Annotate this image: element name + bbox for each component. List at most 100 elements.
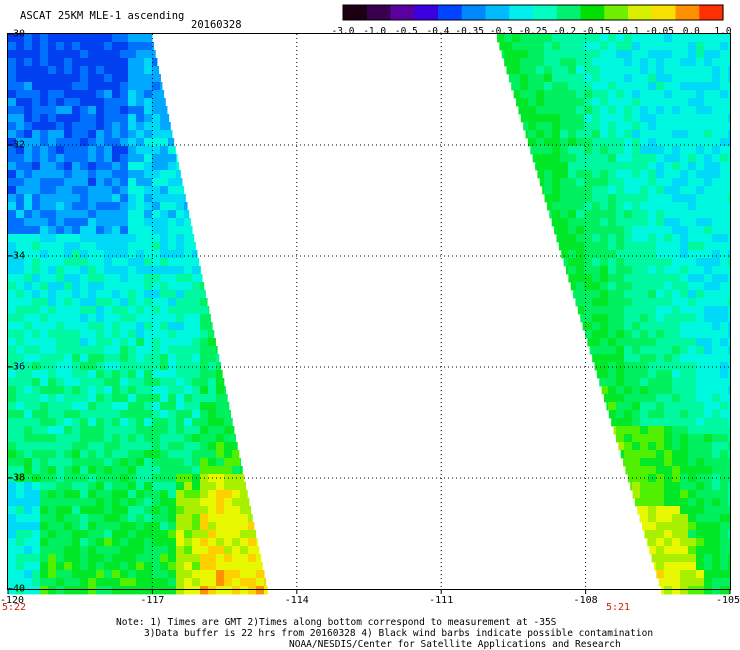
swath-cell-right xyxy=(640,394,649,403)
swath-cell-left xyxy=(48,82,57,91)
swath-cell-left xyxy=(200,530,209,539)
swath-cell-left xyxy=(152,522,161,531)
swath-cell-left xyxy=(136,234,145,243)
swath-cell-left xyxy=(8,314,17,323)
swath-cell-right xyxy=(616,354,625,363)
swath-cell-right xyxy=(552,66,561,75)
swath-cell-left xyxy=(200,498,209,507)
swath-cell-right xyxy=(656,466,665,475)
swath-cell-right xyxy=(608,306,617,315)
swath-cell-left xyxy=(24,266,33,275)
swath-cell-right xyxy=(720,226,729,235)
swath-cell-right xyxy=(600,282,609,291)
swath-cell-left xyxy=(88,466,97,475)
swath-cell-left xyxy=(152,442,161,451)
swath-cell-right xyxy=(497,34,505,43)
swath-cell-left xyxy=(232,514,241,523)
swath-cell-right xyxy=(664,82,673,91)
swath-cell-left xyxy=(88,58,97,67)
swath-cell-right xyxy=(528,82,537,91)
swath-cell-right xyxy=(616,410,625,419)
swath-cell-right xyxy=(680,202,689,211)
swath-cell-right xyxy=(704,538,713,547)
swath-cell-right xyxy=(592,242,601,251)
swath-cell-left xyxy=(248,498,250,507)
swath-cell-right xyxy=(728,146,731,155)
swath-cell-right xyxy=(552,114,561,123)
swath-cell-left xyxy=(176,402,185,411)
swath-cell-left xyxy=(128,106,137,115)
swath-cell-left xyxy=(80,290,89,299)
swath-cell-left xyxy=(192,578,201,587)
swath-cell-right xyxy=(640,322,649,331)
swath-cell-left xyxy=(24,194,33,203)
swath-cell-right xyxy=(640,482,649,491)
swath-cell-left xyxy=(120,42,129,51)
swath-cell-left xyxy=(120,130,129,139)
swath-cell-right xyxy=(696,34,705,43)
swath-cell-right xyxy=(544,34,553,43)
swath-cell-left xyxy=(160,466,169,475)
swath-cell-left xyxy=(184,466,193,475)
swath-cell-right xyxy=(616,162,625,171)
swath-cell-left xyxy=(16,386,25,395)
swath-cell-left xyxy=(56,138,65,147)
swath-cell-right xyxy=(656,338,665,347)
swath-cell-right xyxy=(704,226,713,235)
swath-cell-left xyxy=(56,546,65,555)
swath-cell-left xyxy=(80,586,89,595)
swath-cell-right xyxy=(600,178,609,187)
swath-cell-left xyxy=(104,186,113,195)
swath-cell-right xyxy=(568,50,577,59)
swath-cell-right xyxy=(720,274,729,283)
swath-cell-left xyxy=(144,522,153,531)
swath-cell-right xyxy=(712,482,721,491)
swath-cell-left xyxy=(88,82,97,91)
swath-cell-right xyxy=(712,282,721,291)
swath-cell-right xyxy=(648,66,657,75)
swath-cell-left xyxy=(208,554,217,563)
swath-cell-right xyxy=(592,186,601,195)
swath-cell-left xyxy=(104,426,113,435)
swath-cell-left xyxy=(112,418,121,427)
swath-cell-left xyxy=(112,490,121,499)
swath-cell-left xyxy=(48,466,57,475)
swath-cell-right xyxy=(696,498,705,507)
swath-cell-left xyxy=(96,490,105,499)
swath-cell-right xyxy=(632,138,641,147)
swath-cell-right xyxy=(720,362,729,371)
swath-cell-left xyxy=(120,298,129,307)
swath-cell-left xyxy=(32,106,41,115)
swath-cell-left xyxy=(8,442,17,451)
swath-cell-right xyxy=(704,322,713,331)
swath-cell-left xyxy=(152,546,161,555)
swath-cell-left xyxy=(136,514,145,523)
swath-cell-left xyxy=(40,458,49,467)
swath-cell-left xyxy=(16,266,25,275)
swath-cell-left xyxy=(88,586,97,595)
swath-cell-left xyxy=(24,298,33,307)
swath-cell-right xyxy=(688,290,697,299)
swath-cell-left xyxy=(184,394,193,403)
swath-cell-right xyxy=(616,242,625,251)
swath-cell-left xyxy=(120,250,129,259)
swath-cell-left xyxy=(64,74,73,83)
swath-cell-right xyxy=(648,170,657,179)
swath-cell-left xyxy=(40,58,49,67)
swath-cell-right xyxy=(672,506,681,515)
swath-cell-left xyxy=(24,162,33,171)
swath-cell-left xyxy=(104,50,113,59)
swath-cell-left xyxy=(32,298,41,307)
swath-cell-left xyxy=(208,378,217,387)
swath-cell-right xyxy=(608,154,617,163)
swath-cell-left xyxy=(216,546,225,555)
swath-cell-right xyxy=(513,90,521,99)
swath-cell-right xyxy=(624,202,633,211)
swath-cell-left xyxy=(160,98,166,107)
swath-cell-left xyxy=(152,258,161,267)
swath-cell-right xyxy=(648,538,657,547)
swath-cell-left xyxy=(128,42,137,51)
swath-cell-right xyxy=(592,138,601,147)
swath-cell-right xyxy=(664,402,673,411)
swath-cell-left xyxy=(88,194,97,203)
